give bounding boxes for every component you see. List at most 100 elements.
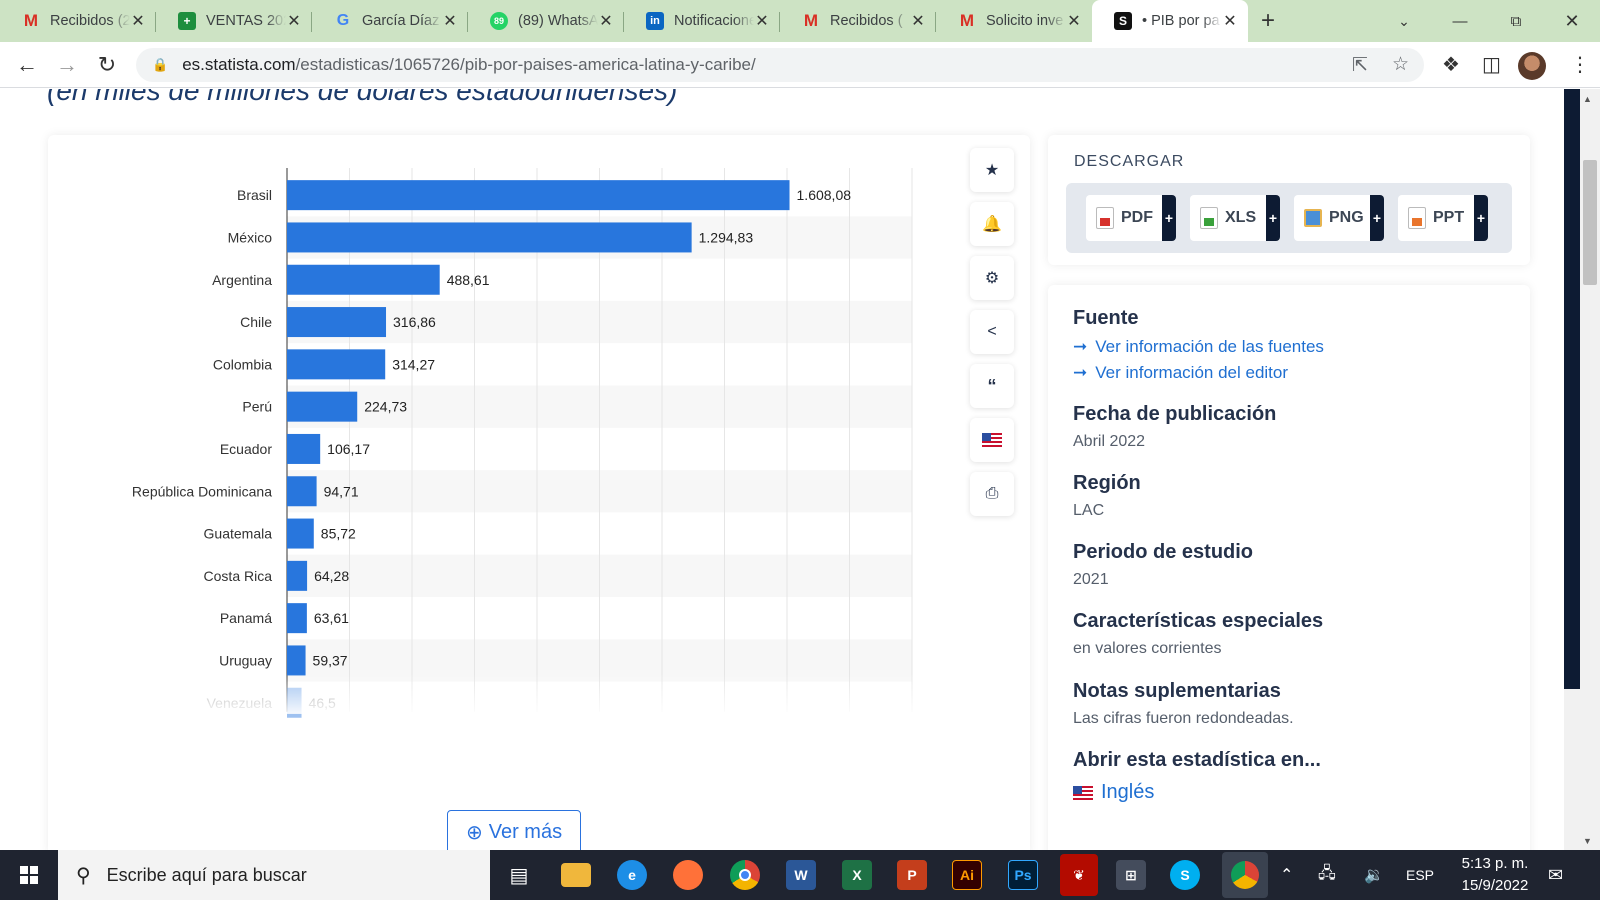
browser-tab[interactable]: 89 (89) WhatsApp✕ [468, 0, 624, 42]
ver-mas-button[interactable]: ⊕ Ver más [447, 810, 581, 850]
download-pdf-button[interactable]: PDF + [1086, 195, 1176, 241]
scroll-down-icon[interactable]: ▼ [1583, 836, 1592, 846]
periodo-value: 2021 [1073, 571, 1109, 588]
browser-tab[interactable]: S • PIB por pa ✕ [1092, 0, 1248, 42]
task-view-icon[interactable]: ▤ [509, 864, 529, 887]
bar-chart: Brasil 1.608,08 México 1.294,83 Argentina 488… [48, 168, 948, 718]
plus-icon: + [1266, 195, 1280, 241]
tab-search-icon[interactable]: ⌄ [1398, 12, 1410, 29]
tab-title: Solicito inve [986, 13, 1064, 29]
notifications-icon[interactable]: ✉ [1548, 864, 1564, 885]
scroll-up-icon[interactable]: ▲ [1583, 94, 1592, 104]
forward-icon[interactable]: → [56, 51, 78, 77]
browser-tab[interactable]: M Recibidos (✕ [780, 0, 936, 42]
edge-icon[interactable]: e [617, 860, 647, 890]
print-icon[interactable]: ⎙ [970, 472, 1014, 516]
browser-tab[interactable]: + VENTAS 2022✕ [156, 0, 312, 42]
bar [287, 180, 790, 211]
restore-button[interactable]: ⧉ [1510, 12, 1522, 30]
acrobat-icon[interactable]: ❦ [1060, 854, 1098, 896]
network-icon[interactable]: 🖧 [1318, 864, 1336, 882]
plus-icon: + [1370, 195, 1384, 241]
us-flag-icon[interactable] [970, 418, 1014, 462]
bar [287, 603, 307, 634]
browser-tab[interactable]: M Solicito inve ✕ [936, 0, 1092, 42]
close-tab-icon[interactable]: ✕ [131, 13, 145, 30]
favorite-star-icon[interactable]: ★ [970, 148, 1014, 192]
gmail-icon: M [23, 11, 39, 30]
url-path: /estadisticas/1065726/pib-por-paises-ame… [295, 55, 756, 74]
settings-gear-icon[interactable]: ⚙ [970, 256, 1014, 300]
close-tab-icon[interactable]: ✕ [755, 13, 769, 30]
chrome-active-icon[interactable] [1222, 852, 1268, 898]
calculator-icon[interactable]: ⊞ [1116, 860, 1146, 890]
file-explorer-icon[interactable] [561, 863, 591, 887]
reload-icon[interactable]: ↻ [97, 51, 117, 77]
close-tab-icon[interactable]: ✕ [911, 13, 925, 30]
periodo-heading: Periodo de estudio [1073, 541, 1254, 563]
bar [287, 560, 308, 591]
browser-tab[interactable]: in Notificaciones✕ [624, 0, 780, 42]
close-tab-icon[interactable]: ✕ [599, 13, 613, 30]
quote-icon[interactable]: “ [970, 364, 1014, 408]
plus-icon: + [1474, 195, 1488, 241]
notas-value: Las cifras fueron redondeadas. [1073, 710, 1294, 727]
scrollbar-thumb[interactable] [1583, 160, 1597, 285]
tab-title: (89) WhatsApp [518, 13, 598, 29]
search-icon: ⚲ [76, 864, 91, 887]
region-value: LAC [1073, 502, 1105, 519]
ingles-link[interactable]: Inglés [1073, 781, 1154, 804]
clock[interactable]: 5:13 p. m. 15/9/2022 [1440, 853, 1550, 897]
tab-title: Recibidos (2 [50, 13, 130, 29]
firefox-icon[interactable] [673, 860, 703, 890]
word-icon[interactable]: W [786, 860, 816, 890]
back-icon[interactable]: ← [16, 51, 38, 77]
close-tab-icon[interactable]: ✕ [443, 13, 457, 30]
browser-tab[interactable]: M Recibidos (2 ✕ [0, 0, 156, 42]
ver-editor-link[interactable]: ➞ Ver información del editor [1073, 363, 1289, 382]
category-label: Uruguay [219, 652, 272, 668]
notification-bell-icon[interactable]: 🔔 [970, 202, 1014, 246]
start-button[interactable] [0, 850, 58, 900]
tray-chevron-icon[interactable]: ⌃ [1280, 867, 1294, 884]
volume-icon[interactable]: 🔉 [1364, 867, 1384, 884]
caracteristicas-value: en valores corrientes [1073, 640, 1222, 657]
download-png-button[interactable]: PNG + [1294, 195, 1384, 241]
bookmark-star-icon[interactable]: ☆ [1392, 54, 1410, 75]
share-nodes-icon[interactable]: < [970, 310, 1014, 354]
value-label: 106,17 [327, 441, 370, 457]
arrow-right-icon: ➞ [1073, 337, 1088, 356]
new-tab-button[interactable]: + [1260, 7, 1275, 34]
bar [287, 307, 387, 338]
address-bar[interactable]: 🔒 es.statista.com/estadisticas/1065726/p… [136, 48, 1424, 82]
download-ppt-button[interactable]: PPT + [1398, 195, 1488, 241]
share-icon[interactable]: ⇱ [1352, 55, 1368, 76]
category-label: Guatemala [204, 526, 273, 542]
menu-icon[interactable]: ⋮ [1570, 54, 1590, 76]
chrome-icon[interactable] [730, 860, 760, 890]
powerpoint-icon[interactable]: P [897, 860, 927, 890]
taskbar-search[interactable]: ⚲ Escribe aquí para buscar [58, 850, 490, 900]
browser-tab[interactable]: G García Díaz ✕ [312, 0, 468, 42]
value-label: 63,61 [314, 610, 349, 626]
close-tab-icon[interactable]: ✕ [1223, 13, 1237, 30]
minimize-button[interactable]: — [1452, 12, 1468, 30]
language-indicator[interactable]: ESP [1406, 867, 1435, 883]
extensions-icon[interactable]: ❖ [1442, 54, 1460, 76]
gmail-icon: M [959, 11, 975, 30]
illustrator-icon[interactable]: Ai [952, 860, 982, 890]
download-xls-button[interactable]: XLS + [1190, 195, 1280, 241]
side-panel-icon[interactable]: ◫ [1482, 54, 1501, 76]
profile-avatar[interactable] [1518, 52, 1546, 80]
close-tab-icon[interactable]: ✕ [1067, 13, 1081, 30]
close-window-button[interactable]: ✕ [1564, 10, 1580, 31]
page-content: (en miles de millones de dólares estadou… [0, 89, 1564, 850]
close-tab-icon[interactable]: ✕ [287, 13, 301, 30]
skype-icon[interactable]: S [1170, 860, 1200, 890]
xls-file-icon [1200, 207, 1218, 229]
notas-heading: Notas suplementarias [1073, 680, 1281, 702]
photoshop-icon[interactable]: Ps [1008, 860, 1038, 890]
ver-fuentes-link[interactable]: ➞ Ver información de las fuentes [1073, 337, 1324, 356]
excel-icon[interactable]: X [842, 860, 872, 890]
